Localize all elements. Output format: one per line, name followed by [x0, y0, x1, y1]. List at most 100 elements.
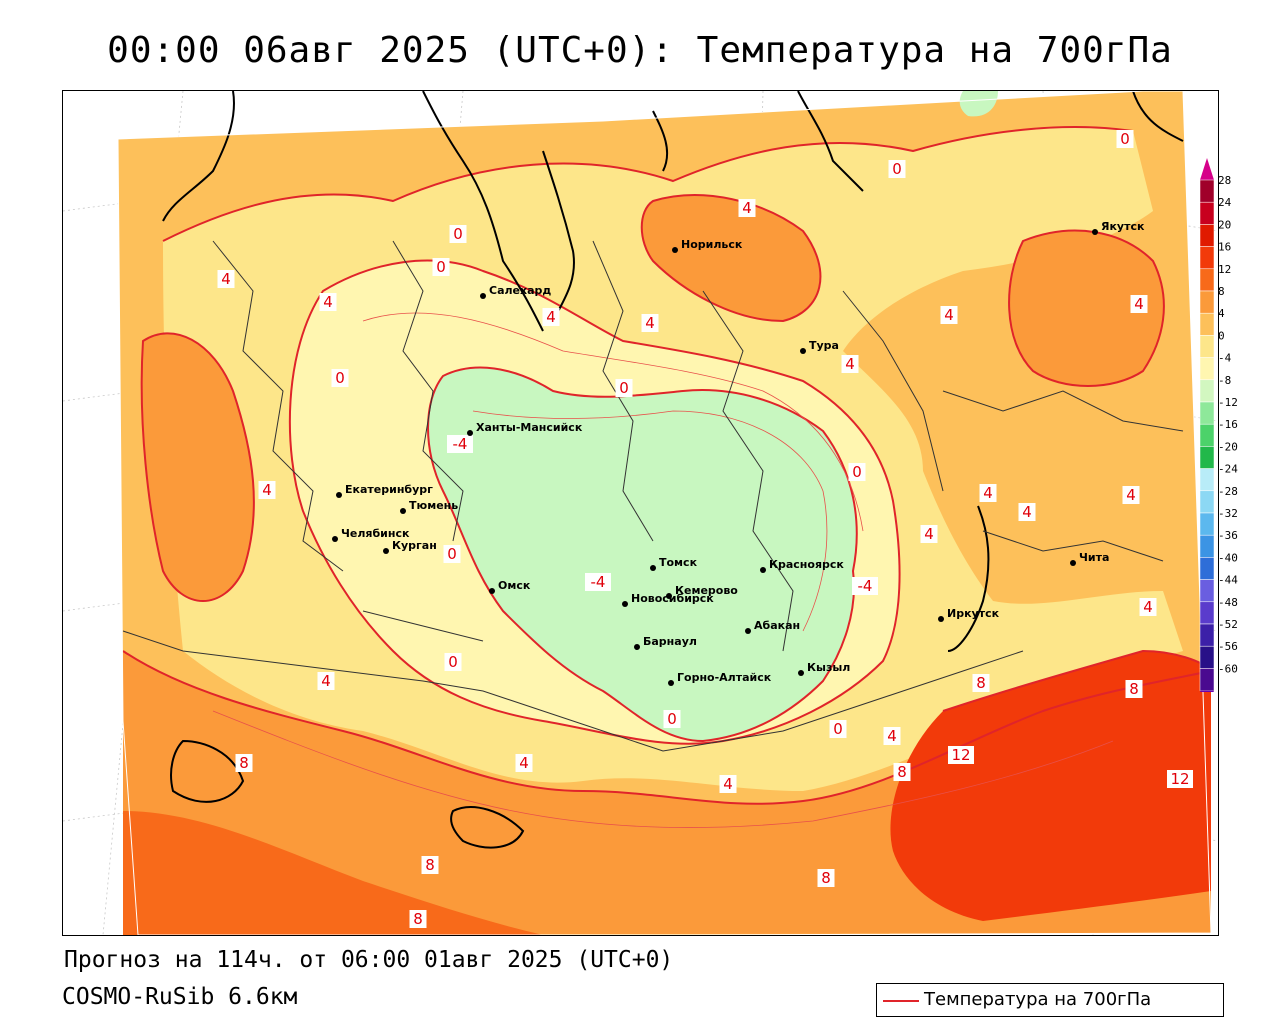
isotherm-label: 4 — [1022, 503, 1032, 521]
city-label: Тура — [809, 339, 839, 352]
colorbar-label: -32 — [1218, 507, 1238, 520]
coastline — [162, 91, 1184, 849]
isotherm-label-bg — [979, 484, 997, 502]
map-title: 00:00 06авг 2025 (UTC+0): Температура на… — [107, 30, 1173, 71]
colorbar-swatch — [1199, 623, 1215, 647]
isotherm-label-bg — [1018, 503, 1036, 521]
isotherm-label-bg — [888, 160, 906, 178]
isotherm-label: 4 — [546, 308, 556, 326]
legend-line-swatch — [883, 1000, 919, 1002]
colorbar-label: 0 — [1218, 329, 1225, 342]
isotherm-label-bg — [829, 720, 847, 738]
city-marker — [760, 567, 766, 573]
colorbar: 28 24 20 16 12 8 4 0 -4 -8 -12 -16 -20 -24 -28 -32 -36 -4… — [1199, 158, 1238, 692]
city-marker — [1092, 229, 1098, 235]
city-label: Кызыл — [807, 661, 850, 674]
isotherm-label-bg — [449, 225, 467, 243]
isotherm-label-bg — [409, 910, 427, 928]
zone-orange-north — [641, 195, 821, 321]
colorbar-swatch — [1199, 312, 1215, 336]
isotherm-label-bg — [432, 258, 450, 276]
isotherm-label: 0 — [852, 463, 862, 481]
city-marker — [798, 670, 804, 676]
colorbar-swatch — [1199, 446, 1215, 469]
isotherm-label-bg — [515, 754, 533, 772]
colorbar-label: -52 — [1218, 618, 1238, 631]
borders — [122, 240, 1184, 752]
isotherm-label-bg — [317, 672, 335, 690]
city-marker — [650, 565, 656, 571]
isotherm-label: 8 — [413, 910, 423, 928]
city-marker — [400, 508, 406, 514]
isotherm-label: -4 — [453, 435, 468, 453]
city-marker — [467, 430, 473, 436]
city-marker — [332, 536, 338, 542]
isotherm-label-bg — [817, 869, 835, 887]
city-label: Норильск — [681, 238, 743, 251]
isotherm-label: 12 — [951, 746, 970, 764]
isotherm-label: 0 — [1120, 130, 1130, 148]
city-label: Иркутск — [947, 607, 1000, 620]
isotherm-label-bg — [641, 314, 659, 332]
isotherm-label-bg — [421, 856, 439, 874]
isotherm-label-bg — [331, 369, 349, 387]
isotherm-label-bg — [893, 763, 911, 781]
forecast-text: Прогноз на 114ч. от 06:00 01авг 2025 (UT… — [64, 947, 674, 973]
city-marker — [745, 628, 751, 634]
city-marker — [489, 588, 495, 594]
isotherm-label: 0 — [453, 225, 463, 243]
isotherm-label-bg — [1125, 680, 1143, 698]
isotherm-label-bg — [444, 653, 462, 671]
isotherm-label-bg — [443, 545, 461, 563]
isotherm-label: 4 — [321, 672, 331, 690]
cities: Норильск Якутск Салехард Тура Ханты-Мансийск… — [332, 220, 1145, 686]
colorbar-label: -44 — [1218, 574, 1238, 587]
city-marker — [383, 548, 389, 554]
city-marker — [480, 293, 486, 299]
isotherm-label: 4 — [1126, 486, 1136, 504]
isotherm-label: 0 — [447, 545, 457, 563]
isotherm-label-bg — [920, 525, 938, 543]
colorbar-label: -20 — [1218, 440, 1238, 453]
colorbar-swatch — [1199, 534, 1215, 558]
colorbar-swatch — [1199, 179, 1215, 203]
isotherm-label-bg — [542, 308, 560, 326]
zone-red-south — [123, 811, 543, 935]
city-label: Омск — [498, 579, 531, 592]
city-marker — [634, 644, 640, 650]
city-label: Якутск — [1101, 220, 1145, 233]
city-marker — [668, 680, 674, 686]
colorbar-label: -16 — [1218, 418, 1238, 431]
city-label: Красноярск — [769, 558, 844, 571]
colorbar-swatch — [1199, 335, 1215, 358]
isotherm-label-bg — [738, 199, 756, 217]
colorbar-swatch — [1199, 423, 1215, 447]
colorbar-label: -8 — [1218, 374, 1231, 387]
isotherm-label: 8 — [1129, 680, 1139, 698]
city-marker — [1070, 560, 1076, 566]
isotherm-label: 8 — [897, 763, 907, 781]
city-label: Курган — [392, 539, 437, 552]
colorbar-swatch — [1199, 490, 1215, 514]
colorbar-arrow-top — [1200, 158, 1214, 180]
city-label: Ханты-Мансийск — [476, 421, 583, 434]
colorbar-swatch — [1199, 645, 1215, 669]
isotherm-label-bg — [719, 775, 737, 793]
model-text: COSMO-RuSib 6.6км — [62, 984, 298, 1010]
colorbar-swatch — [1199, 379, 1215, 403]
isotherm-label: 4 — [944, 306, 954, 324]
isotherm-label: 4 — [983, 484, 993, 502]
city-marker — [672, 247, 678, 253]
isotherm-label-bg — [663, 710, 681, 728]
isotherm-label: 8 — [821, 869, 831, 887]
colorbar-label: -60 — [1218, 662, 1238, 675]
colorbar-label: 28 — [1218, 174, 1231, 187]
colorbar-swatch — [1199, 201, 1215, 225]
colorbar-swatch — [1199, 601, 1215, 625]
colorbar-label: 8 — [1218, 285, 1225, 298]
isotherm-label-bg — [972, 674, 990, 692]
isotherm-label: 4 — [645, 314, 655, 332]
isotherm-label: 0 — [833, 720, 843, 738]
